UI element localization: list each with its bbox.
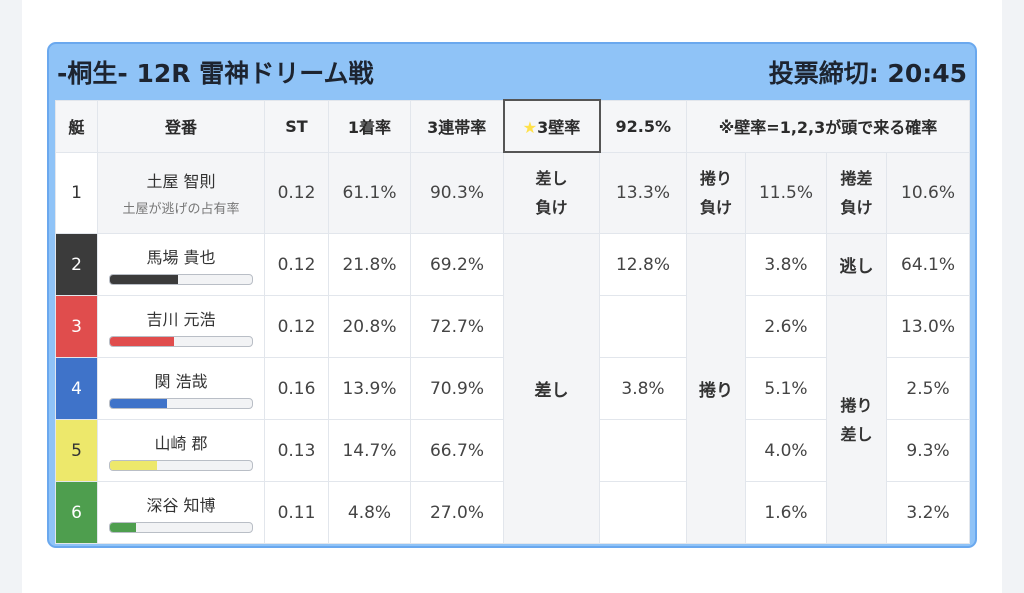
st-value: 0.12 bbox=[264, 295, 329, 358]
racer-subtitle: 土屋が逃げの占有率 bbox=[122, 202, 240, 218]
rate-bar bbox=[109, 398, 253, 409]
rate-bar-fill bbox=[110, 275, 179, 284]
first-rate-value: 13.9% bbox=[328, 357, 411, 420]
st-value: 0.12 bbox=[264, 151, 329, 234]
sashi-value bbox=[599, 481, 687, 544]
header-st: ST bbox=[264, 99, 329, 153]
table-row: 3 吉川 元浩 0.12 20.8% 72.7% 2.6% 捲り 差し 13.0% bbox=[55, 295, 971, 544]
racer-name: 土屋 智則 bbox=[146, 172, 216, 192]
trio-rate-value: 90.3% bbox=[410, 151, 504, 234]
makuri-value: 1.6% bbox=[745, 481, 827, 544]
lane-number: 6 bbox=[55, 481, 98, 544]
makuri-value: 4.0% bbox=[745, 419, 827, 482]
trio-rate-value: 69.2% bbox=[410, 233, 504, 296]
kabe-rate-note: ※壁率=1,2,3が頭で来る確率 bbox=[685, 99, 971, 153]
nige-label: 逃し bbox=[826, 233, 887, 296]
sashi-value: 3.8% bbox=[599, 357, 687, 420]
makuri-label: 捲り bbox=[686, 233, 746, 544]
stats-table: 艇 登番 ST 1着率 3連帯率 ★3壁率 92.5% ※壁率=1,2,3が頭で… bbox=[55, 99, 971, 544]
makurisashi-value: 9.3% bbox=[885, 419, 971, 482]
rate-bar-fill bbox=[110, 461, 157, 470]
rate-bar bbox=[109, 336, 253, 347]
makurisashi-label: 捲り 差し bbox=[826, 295, 887, 544]
makuri-make-label: 捲り 負け bbox=[686, 151, 746, 234]
st-value: 0.16 bbox=[264, 357, 329, 420]
makurisashi-make-label: 捲差 負け bbox=[826, 151, 887, 234]
voting-deadline: 投票締切: 20:45 bbox=[768, 58, 967, 88]
rate-bar-fill bbox=[110, 399, 167, 408]
trio-rate-value: 27.0% bbox=[410, 481, 504, 544]
rate-bar-fill bbox=[110, 523, 136, 532]
st-value: 0.11 bbox=[264, 481, 329, 544]
first-rate-value: 61.1% bbox=[328, 151, 411, 234]
first-rate-value: 20.8% bbox=[328, 295, 411, 358]
lane-number: 3 bbox=[55, 295, 98, 358]
trio-rate-value: 66.7% bbox=[410, 419, 504, 482]
race-title: -桐生- 12R 雷神ドリーム戦 bbox=[57, 58, 374, 88]
trio-rate-value: 72.7% bbox=[410, 295, 504, 358]
rate-bar-fill bbox=[110, 337, 174, 346]
makuri-value: 2.6% bbox=[745, 295, 827, 358]
table-row: 1 土屋 智則 土屋が逃げの占有率 0.12 61.1% 90.3% 差し 負け … bbox=[55, 151, 971, 234]
race-card: -桐生- 12R 雷神ドリーム戦 投票締切: 20:45 艇 登番 ST 1着率… bbox=[47, 42, 977, 548]
racer-cell: 馬場 貴也 bbox=[97, 233, 265, 296]
sashi-make-label: 差し 負け bbox=[503, 151, 600, 234]
header-name: 登番 bbox=[97, 99, 265, 153]
st-value: 0.13 bbox=[264, 419, 329, 482]
sashi-make-value: 13.3% bbox=[599, 151, 687, 234]
kabe-rate-label: 3壁率 bbox=[537, 118, 581, 137]
first-rate-value: 14.7% bbox=[328, 419, 411, 482]
racer-name: 関 浩哉 bbox=[154, 372, 208, 391]
header-kabe-rate-button[interactable]: ★3壁率 bbox=[502, 99, 601, 153]
racer-cell: 深谷 知博 bbox=[97, 481, 265, 544]
lane-number: 5 bbox=[55, 419, 98, 482]
makurisashi-value: 2.5% bbox=[885, 357, 971, 420]
table-row: 6 深谷 知博 0.11 4.8% 27.0% 1.6% 3.2% bbox=[55, 481, 971, 544]
makuri-value: 5.1% bbox=[745, 357, 827, 420]
table-row: 5 山崎 郡 0.13 14.7% 66.7% 4.0% 9.3% bbox=[55, 419, 971, 482]
table-header-row: 艇 登番 ST 1着率 3連帯率 ★3壁率 92.5% ※壁率=1,2,3が頭で… bbox=[55, 99, 971, 153]
racer-cell: 土屋 智則 土屋が逃げの占有率 bbox=[97, 151, 265, 234]
racer-name: 深谷 知博 bbox=[146, 496, 216, 515]
first-rate-value: 21.8% bbox=[328, 233, 411, 296]
lane-number: 4 bbox=[55, 357, 98, 420]
makuri-make-value: 11.5% bbox=[745, 151, 827, 234]
makurisashi-make-value: 10.6% bbox=[885, 151, 971, 234]
sashi-value bbox=[599, 419, 687, 482]
kabe-rate-value: 92.5% bbox=[599, 99, 687, 153]
sashi-value bbox=[599, 295, 687, 358]
makurisashi-value: 13.0% bbox=[885, 295, 971, 358]
rate-bar bbox=[109, 522, 253, 533]
header-lane: 艇 bbox=[55, 99, 98, 153]
race-header: -桐生- 12R 雷神ドリーム戦 投票締切: 20:45 bbox=[49, 44, 975, 99]
star-icon: ★ bbox=[522, 118, 538, 137]
sashi-value: 12.8% bbox=[599, 233, 687, 296]
rate-bar bbox=[109, 274, 253, 285]
racer-name: 吉川 元浩 bbox=[146, 310, 216, 329]
racer-cell: 関 浩哉 bbox=[97, 357, 265, 420]
lane-number: 2 bbox=[55, 233, 98, 296]
table-row: 2 馬場 貴也 0.12 21.8% 69.2% 差し 12.8% 捲り 3.8… bbox=[55, 233, 971, 544]
first-rate-value: 4.8% bbox=[328, 481, 411, 544]
table-row: 4 関 浩哉 0.16 13.9% 70.9% 3.8% 5.1% 2.5% bbox=[55, 357, 971, 420]
racer-name: 山崎 郡 bbox=[154, 434, 208, 453]
nige-value: 64.1% bbox=[885, 233, 971, 296]
racer-cell: 山崎 郡 bbox=[97, 419, 265, 482]
makurisashi-value: 3.2% bbox=[885, 481, 971, 544]
st-value: 0.12 bbox=[264, 233, 329, 296]
sashi-label: 差し bbox=[503, 233, 600, 544]
racer-name: 馬場 貴也 bbox=[146, 248, 216, 267]
header-first-rate: 1着率 bbox=[328, 99, 411, 153]
makuri-value: 3.8% bbox=[745, 233, 827, 296]
racer-cell: 吉川 元浩 bbox=[97, 295, 265, 358]
rate-bar bbox=[109, 460, 253, 471]
trio-rate-value: 70.9% bbox=[410, 357, 504, 420]
header-trio-rate: 3連帯率 bbox=[410, 99, 504, 153]
lane-number: 1 bbox=[55, 151, 98, 234]
